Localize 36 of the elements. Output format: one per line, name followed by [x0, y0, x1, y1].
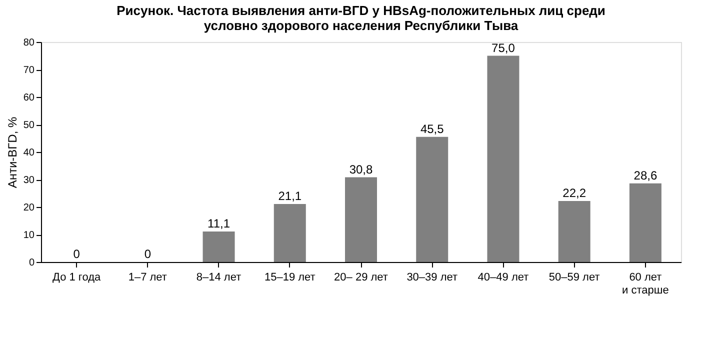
y-tick-label: 70	[23, 65, 35, 76]
y-tick-label: 60	[23, 92, 35, 104]
bar	[274, 204, 306, 262]
data-label: 22,2	[562, 186, 586, 200]
bar	[558, 200, 590, 262]
y-tick-label: 80	[23, 38, 35, 48]
x-tick-label: 40–49 лет	[478, 272, 529, 284]
y-tick-label: 20	[23, 202, 35, 214]
bar	[345, 177, 377, 262]
y-tick-label: 30	[23, 175, 35, 186]
data-label: 75,0	[492, 40, 516, 55]
x-tick-label: 20– 29 лет	[334, 272, 388, 284]
data-label: 0	[144, 247, 152, 261]
data-label: 11,1	[208, 216, 230, 230]
data-label: 0	[73, 247, 80, 261]
data-label: 45,5	[420, 122, 444, 136]
y-tick-label: 10	[23, 230, 35, 241]
y-tick-label: 0	[28, 258, 35, 268]
x-tick-label: 8–14 лет	[196, 272, 242, 284]
x-tick-label: 30–39 лет	[406, 272, 458, 284]
x-tick-label: До 1 года	[52, 272, 102, 284]
data-label: 28,6	[634, 168, 658, 182]
x-tick-label: 1–7 лет	[128, 272, 167, 284]
bar	[202, 231, 235, 262]
y-tick-label: 40	[23, 148, 35, 158]
y-axis-title: Анти-ВГD, %	[5, 116, 20, 188]
chart-title: Рисунок. Частота выявления анти-ВГD у HBsAg-положительных лиц среди условно здорового населения Республики Тыва	[116, 3, 606, 33]
bar	[487, 56, 520, 262]
x-tick-label: 15–19 лет	[264, 272, 316, 284]
data-label: 30,8	[349, 162, 373, 176]
bar	[629, 183, 662, 262]
x-tick-label: 60 лет и старше	[622, 272, 669, 296]
data-label: 21,1	[278, 188, 302, 203]
x-tick-label: 50–59 лет	[548, 272, 600, 284]
bar	[416, 136, 448, 262]
y-tick-label: 50	[23, 120, 35, 131]
